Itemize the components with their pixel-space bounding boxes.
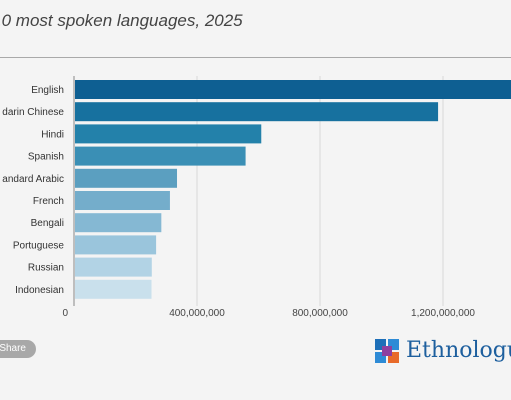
category-label: Hindi: [41, 129, 64, 140]
category-label: andard Arabic: [2, 174, 64, 185]
category-label: English: [31, 85, 64, 96]
bar-indonesian: [75, 279, 152, 299]
bar-darin-chinese: [75, 102, 439, 122]
category-label: French: [33, 196, 64, 207]
bar-french: [75, 191, 170, 210]
ethnologue-logo-icon: [375, 338, 399, 363]
bar-spanish: [75, 146, 246, 166]
category-label: Bengali: [31, 218, 64, 229]
x-tick-label: 800,000,000: [292, 308, 348, 319]
category-label: darin Chinese: [2, 107, 64, 118]
x-tick-label: 0: [62, 308, 68, 319]
ethnologue-logo-text: Ethnologu: [406, 338, 511, 363]
bar-hindi: [75, 124, 262, 144]
bar-andard-arabic: [75, 168, 178, 188]
bar-bengali: [75, 213, 162, 233]
category-label: Portuguese: [13, 240, 65, 251]
bar-russian: [75, 257, 152, 277]
title-divider: [0, 57, 511, 58]
bar-portuguese: [75, 235, 157, 255]
x-tick-label: 400,000,000: [169, 308, 225, 319]
share-button[interactable]: Share: [0, 340, 36, 358]
category-label: Russian: [28, 263, 64, 274]
bar-chart: English darin Chinese Hindi Spanish andard A…: [2, 76, 511, 319]
ethnologue-logo[interactable]: Ethnologu: [375, 338, 511, 363]
chart-title: p 10 most spoken languages, 2025: [0, 11, 243, 30]
bar-english: [75, 80, 511, 99]
category-label: Indonesian: [15, 285, 64, 296]
category-label: Spanish: [28, 152, 64, 163]
x-tick-label: 1,200,000,000: [411, 308, 475, 319]
